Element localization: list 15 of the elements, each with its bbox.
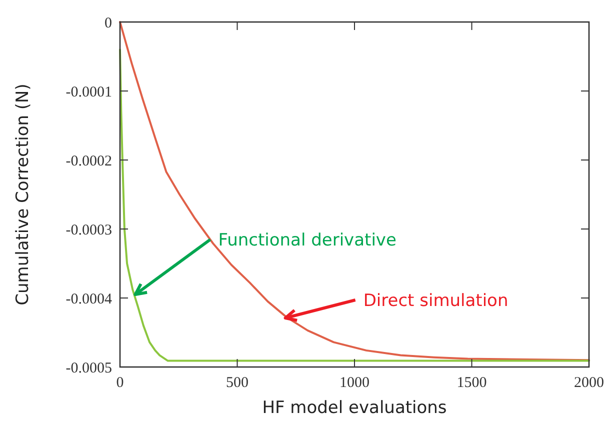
x-tick-label: 1500	[456, 375, 487, 391]
x-tick-label: 500	[226, 375, 248, 391]
x-axis-title: HF model evaluations	[262, 398, 447, 418]
y-tick-label: -0.0001	[66, 84, 112, 100]
x-tick-label: 2000	[574, 375, 604, 391]
y-tick-label: 0	[104, 15, 112, 32]
y-tick-label: -0.0005	[66, 360, 112, 376]
y-axis-title: Cumulative Correction (N)	[13, 84, 33, 306]
y-tick-label: -0.0002	[66, 153, 112, 170]
y-tick-label: -0.0003	[66, 222, 112, 238]
x-tick-label: 1000	[340, 375, 370, 391]
annotation: Functional derivative	[218, 230, 396, 250]
x-tick-label: 0	[116, 375, 124, 391]
y-tick-label: -0.0004	[66, 291, 112, 308]
annotation: Direct simulation	[363, 290, 508, 311]
